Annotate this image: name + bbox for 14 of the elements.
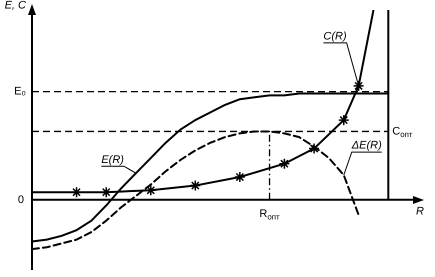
y-axis-title: E, C xyxy=(4,0,26,12)
point xyxy=(190,180,202,192)
series-label: C(R) xyxy=(323,30,347,42)
point xyxy=(234,171,246,183)
point xyxy=(308,142,320,154)
series-label: ΔE(R) xyxy=(350,140,382,152)
point xyxy=(338,114,350,126)
point xyxy=(145,184,157,196)
point xyxy=(278,158,290,170)
series-label: E(R) xyxy=(101,154,124,166)
text: 0 xyxy=(18,194,24,206)
x-axis-title: R xyxy=(416,205,424,218)
point xyxy=(352,80,364,92)
ref-line-label: E₀ xyxy=(14,86,26,98)
